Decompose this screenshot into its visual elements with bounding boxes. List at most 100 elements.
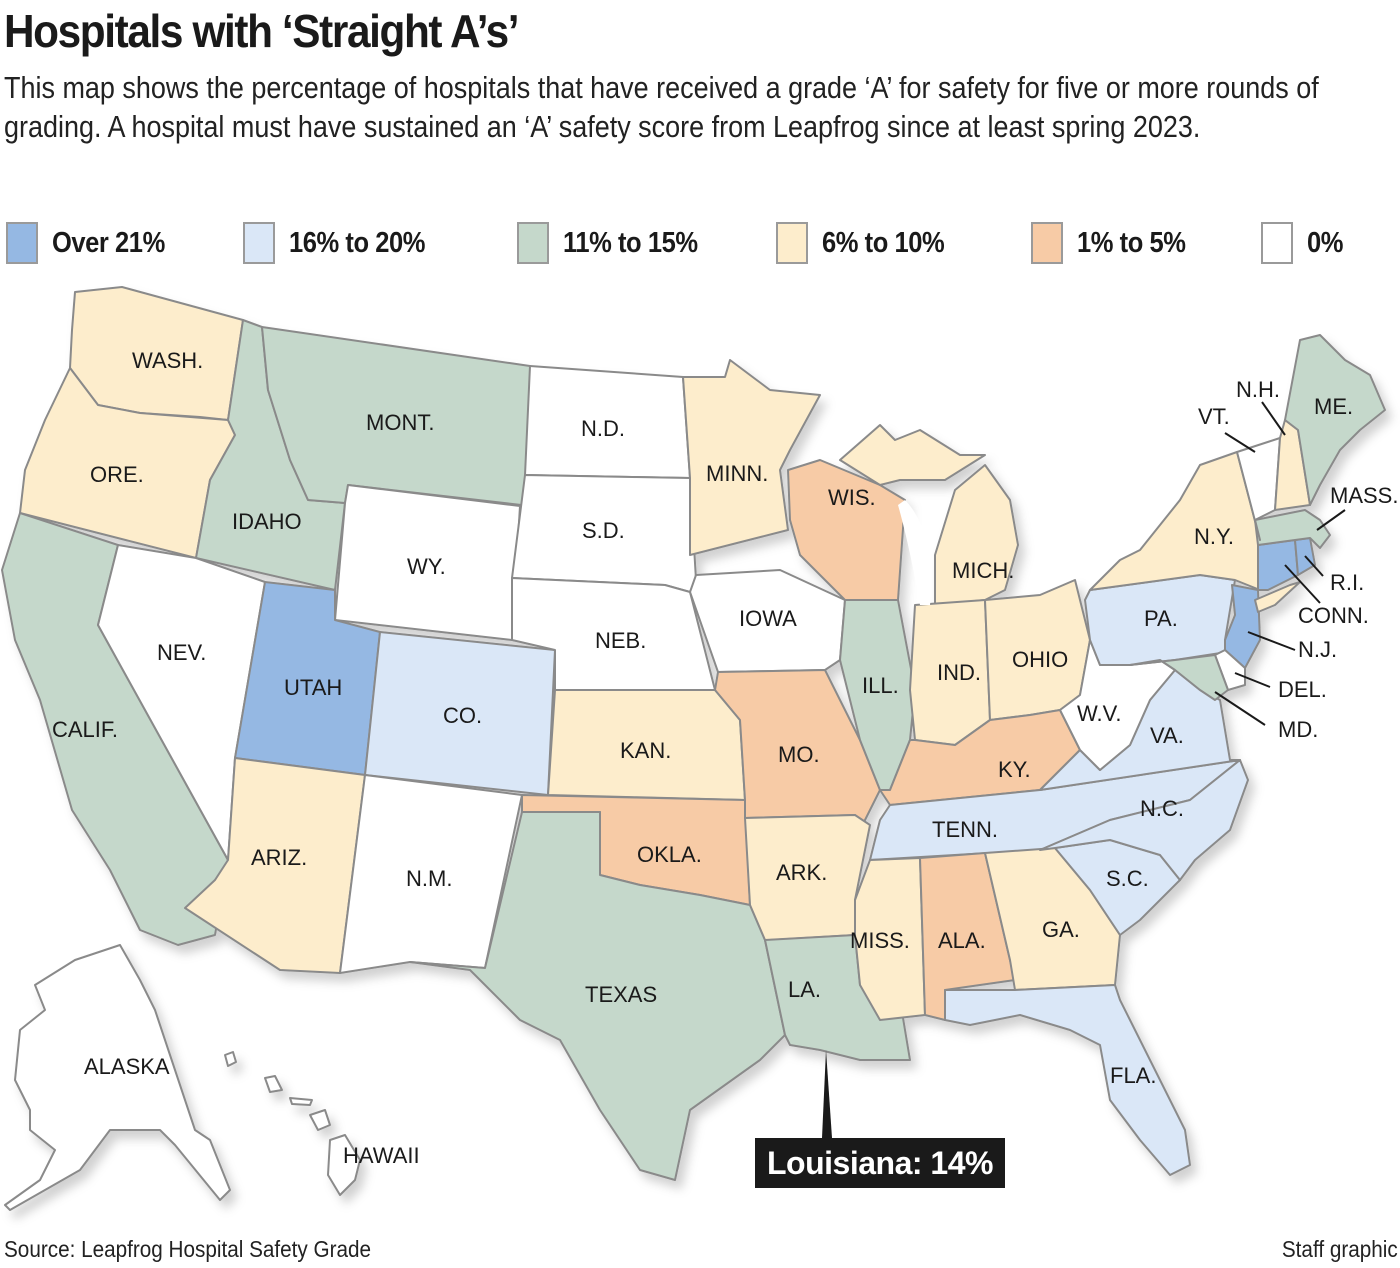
leader-line [1304, 555, 1324, 577]
state-label: MINN. [706, 461, 768, 486]
state-label: ARK. [776, 860, 827, 885]
state-label: PA. [1144, 606, 1178, 631]
louisiana-callout: Louisiana: 14% [755, 1138, 1005, 1188]
state-label: WASH. [132, 348, 203, 373]
state-minnesota[interactable] [682, 359, 821, 556]
state-florida[interactable] [944, 984, 1191, 1176]
callout-pointer [822, 1050, 832, 1138]
state-north-carolina[interactable] [1039, 759, 1249, 881]
legend-item-11-15: 11% to 15% [517, 220, 716, 266]
state-label: NEV. [157, 640, 206, 665]
state-label: IND. [937, 660, 981, 685]
state-label: OHIO [1012, 647, 1068, 672]
state-label: CO. [443, 703, 482, 728]
state-label: N.H. [1236, 377, 1280, 402]
leader-line [1247, 631, 1296, 651]
state-label: KAN. [620, 738, 671, 763]
state-vermont[interactable] [1236, 437, 1281, 541]
legend-label: 0% [1307, 226, 1344, 259]
state-label: UTAH [284, 675, 342, 700]
state-label: WY. [407, 554, 446, 579]
state-texas[interactable] [409, 811, 786, 1181]
legend-item-1-5: 1% to 5% [1031, 220, 1200, 266]
state-label: CONN. [1298, 603, 1369, 628]
leader-line [1224, 432, 1256, 453]
state-label: VT. [1198, 404, 1230, 429]
state-label: N.J. [1298, 637, 1337, 662]
state-label: HAWAII [343, 1143, 420, 1168]
state-label: DEL. [1278, 677, 1327, 702]
state-label: IDAHO [232, 509, 302, 534]
legend-label: Over 21% [52, 226, 165, 259]
state-label: LA. [788, 977, 821, 1002]
page-title: Hospitals with ‘Straight A’s’ [4, 5, 520, 57]
state-label: MD. [1278, 717, 1318, 742]
state-label: MASS. [1330, 483, 1398, 508]
leader-line [1284, 564, 1321, 604]
state-label: ALA. [938, 928, 986, 953]
state-massachusetts[interactable] [1254, 509, 1331, 549]
legend-label: 6% to 10% [822, 226, 945, 259]
legend-item-16-20: 16% to 20% [243, 220, 444, 266]
state-maryland[interactable] [1129, 654, 1229, 701]
legend-swatch [6, 222, 38, 264]
leader-line [1261, 401, 1286, 436]
legend-swatch [243, 222, 275, 264]
state-hawaii-oahu[interactable] [264, 1075, 283, 1093]
state-label: OKLA. [637, 842, 702, 867]
legend-swatch [517, 222, 549, 264]
state-label: S.C. [1106, 866, 1149, 891]
state-hawaii-big-island[interactable] [327, 1134, 361, 1196]
state-label: NEB. [595, 628, 646, 653]
leader-line [1234, 672, 1271, 688]
state-label: TEXAS [585, 982, 657, 1007]
state-label: N.C. [1140, 796, 1184, 821]
state-new-york[interactable] [1089, 451, 1261, 591]
state-label: TENN. [932, 817, 998, 842]
state-label: KY. [998, 757, 1031, 782]
leader-line [1316, 509, 1346, 531]
legend-item-0: 0% [1261, 220, 1348, 266]
state-label: W.V. [1077, 701, 1121, 726]
state-wyoming[interactable] [334, 484, 521, 641]
state-michigan[interactable] [934, 464, 1019, 606]
legend-swatch [1031, 222, 1063, 264]
state-maine[interactable] [1284, 334, 1386, 506]
state-label: N.M. [406, 866, 452, 891]
state-label: ALASKA [84, 1054, 170, 1079]
state-label: ARIZ. [251, 845, 307, 870]
legend-swatch [1261, 222, 1293, 264]
legend-label: 1% to 5% [1077, 226, 1186, 259]
state-label: VA. [1150, 723, 1184, 748]
state-alaska[interactable] [4, 944, 231, 1211]
state-hawaii-molokai[interactable] [289, 1097, 313, 1106]
long-island[interactable] [1254, 581, 1301, 613]
state-label: MISS. [850, 928, 910, 953]
legend: Over 21% 16% to 20% 11% to 15% 6% to 10%… [6, 220, 1396, 268]
state-michigan-upper[interactable] [839, 424, 986, 486]
credit-note: Staff graphic [1282, 1236, 1398, 1262]
state-label: R.I. [1330, 570, 1364, 595]
state-label: N.Y. [1194, 524, 1234, 549]
us-map: WASH. ORE. CALIF. IDAHO NEV. MONT. WY. U… [1, 286, 1398, 1211]
state-hawaii-kauai[interactable] [224, 1051, 237, 1067]
state-label: MO. [778, 742, 820, 767]
state-connecticut[interactable] [1257, 539, 1299, 591]
legend-item-over-21: Over 21% [6, 220, 180, 266]
state-label: ILL. [862, 673, 899, 698]
state-label: FLA. [1110, 1063, 1156, 1088]
state-iowa[interactable] [689, 569, 846, 673]
state-label: IOWA [739, 606, 797, 631]
state-label: S.D. [582, 518, 625, 543]
source-note: Source: Leapfrog Hospital Safety Grade [4, 1236, 372, 1262]
leader-line [1214, 691, 1266, 726]
state-label: WIS. [828, 485, 876, 510]
state-label: GA. [1042, 917, 1080, 942]
legend-swatch [776, 222, 808, 264]
state-label: ME. [1314, 394, 1353, 419]
state-label: CALIF. [52, 717, 118, 742]
state-hawaii-maui[interactable] [309, 1109, 331, 1131]
legend-label: 16% to 20% [289, 226, 426, 259]
state-label: N.D. [581, 416, 625, 441]
state-label: MONT. [366, 410, 434, 435]
